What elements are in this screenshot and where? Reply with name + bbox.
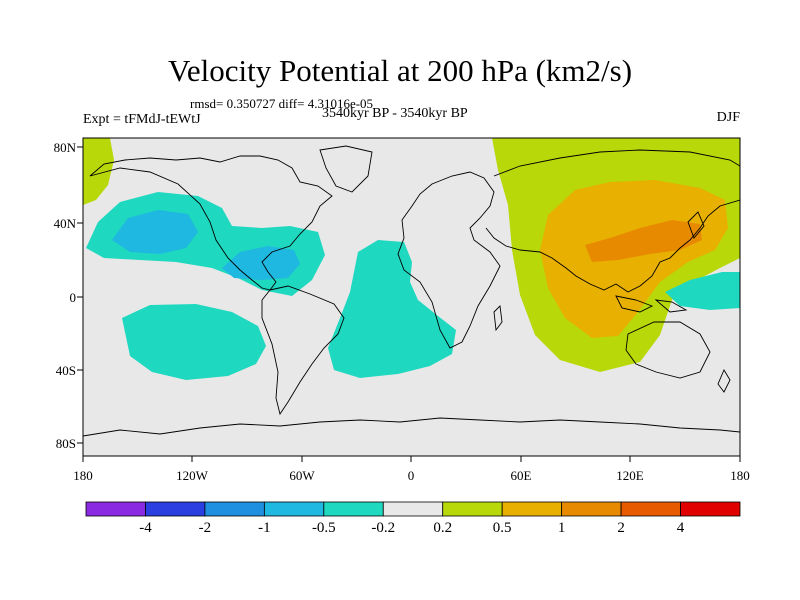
map-title: Velocity Potential at 200 hPa (km2/s) [167, 53, 633, 88]
colorbar-swatch-10 [680, 501, 741, 517]
negative-region-north-pacific-core [112, 210, 198, 254]
positive-region-mid [540, 180, 728, 338]
colorbar-swatch-5 [382, 501, 444, 517]
colorbar-swatch-9 [620, 501, 681, 517]
lon-label-120e: 120E [616, 468, 644, 483]
colorbar-label-8: 2 [617, 520, 625, 536]
colorbar-label-0: -4 [139, 520, 152, 536]
lon-label-60w: 60W [289, 468, 315, 483]
colorbar-swatch-6 [442, 501, 503, 517]
lon-label-180e: 180 [730, 468, 750, 483]
colorbar-label-9: 4 [676, 520, 685, 536]
lon-label-120w: 120W [176, 468, 208, 483]
coastlines [83, 145, 740, 437]
period-text: 3540kyr BP - 3540kyr BP [322, 106, 468, 121]
lon-label-0: 0 [407, 468, 415, 483]
negative-region-south-pacific [122, 304, 266, 380]
stats-text: rmsd= 0.350727 diff= 4.31016e-05 [190, 96, 374, 111]
lat-label-40s: 40S [55, 363, 76, 378]
experiment-label: Expt = tFMdJ-tEWtJ [83, 112, 201, 127]
colorbar-swatch-8 [561, 501, 622, 517]
colorbar-label-1: -2 [198, 520, 212, 536]
colorbar-swatch-7 [501, 501, 563, 517]
colorbar-swatch-4 [323, 501, 384, 517]
colorbar-label-4: -0.2 [371, 520, 396, 536]
negative-region-atlantic [328, 240, 456, 378]
colorbar-label-5: 0.2 [433, 520, 453, 536]
lat-label-40n: 40N [53, 216, 76, 231]
axis-ticks [77, 146, 741, 462]
colorbar [85, 501, 741, 517]
lat-label-0: 0 [69, 290, 77, 305]
lon-label-180w: 180 [73, 468, 93, 483]
negative-region-westpacific [665, 272, 740, 310]
lat-label-80s: 80S [55, 436, 76, 451]
colorbar-label-7: 1 [557, 520, 566, 536]
colorbar-swatch-2 [204, 501, 265, 517]
colorbar-label-6: 0.5 [492, 520, 512, 536]
positive-region-strong [585, 220, 702, 262]
season-label: DJF [716, 110, 740, 125]
colorbar-swatch-3 [263, 501, 325, 517]
colorbar-label-2: -1 [258, 520, 271, 536]
colorbar-swatch-1 [145, 501, 206, 517]
lat-label-80n: 80N [53, 140, 76, 155]
colorbar-label-3: -0.5 [311, 520, 336, 536]
colorbar-swatch-0 [85, 501, 146, 517]
positive-region-corner [83, 138, 114, 205]
lon-label-60e: 60E [510, 468, 532, 483]
